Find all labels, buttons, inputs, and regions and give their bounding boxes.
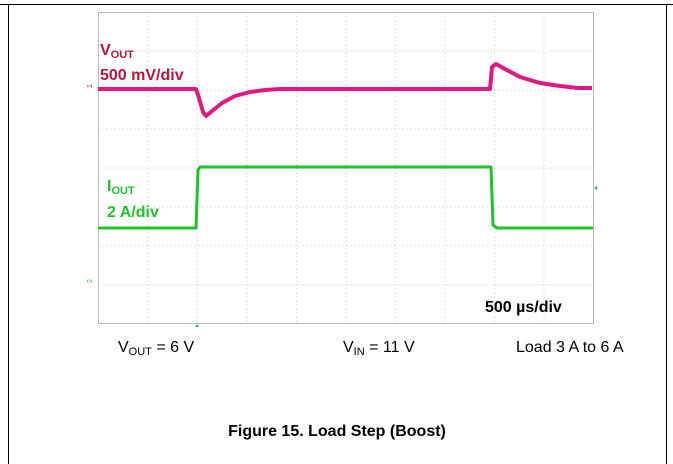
ch1-marker: 1 [87, 84, 94, 88]
grid [98, 12, 594, 324]
condition: VIN = 11 V [343, 339, 415, 358]
caption: Figure 15. Load Step (Boost) [228, 423, 446, 440]
iout-scale: 2 A/div [107, 204, 159, 221]
subscript: OUT [111, 185, 135, 197]
vout-trace [98, 62, 592, 118]
subscript: IN [354, 346, 365, 358]
symbol: V [343, 339, 354, 356]
subscript: OUT [111, 49, 135, 61]
rest: = 6 V [152, 339, 195, 356]
iout-label: IOUT [107, 178, 135, 197]
iout-trace [98, 165, 593, 230]
symbol: I [107, 178, 111, 195]
trigger-level-marker [594, 186, 597, 190]
condition: Load 3 A to 6 A [516, 339, 624, 356]
condition: VOUT = 6 V [118, 339, 194, 358]
rest: = 11 V [365, 339, 415, 356]
trigger-time-marker [195, 324, 199, 327]
ch2-marker: 2 [87, 279, 94, 283]
vout-scale: 500 mV/div [100, 67, 184, 84]
symbol: V [100, 42, 111, 59]
symbol: V [118, 339, 129, 356]
vout-label: VOUT [100, 42, 134, 61]
subscript: OUT [129, 346, 153, 358]
time-scale: 500 µs/div [485, 299, 562, 316]
